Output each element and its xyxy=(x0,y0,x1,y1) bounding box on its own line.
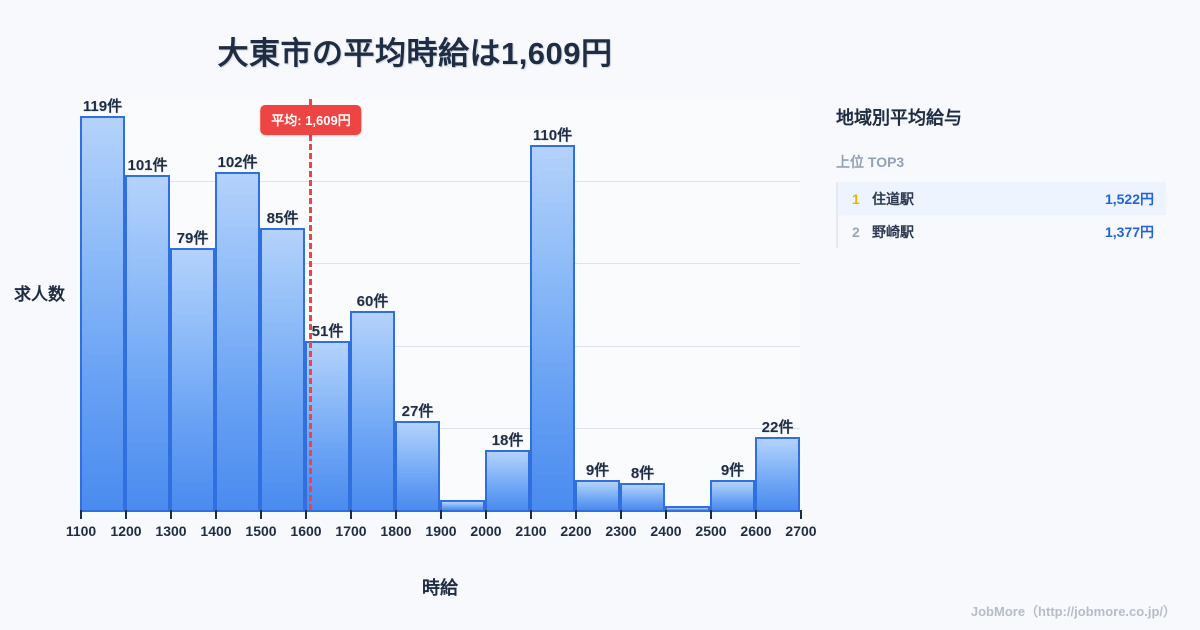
x-axis-tick xyxy=(575,510,577,519)
x-axis-tick-label: 2600 xyxy=(740,523,772,539)
x-axis-tick xyxy=(800,510,802,519)
y-axis-title: 求人数 xyxy=(14,285,65,304)
histogram-bar[interactable] xyxy=(665,506,710,510)
x-axis-tick-label: 2100 xyxy=(515,523,547,539)
rank-wage-value: 1,522円 xyxy=(1104,190,1154,207)
x-axis-tick-label: 1400 xyxy=(200,523,232,539)
bar-value-label: 102件 xyxy=(217,154,258,171)
x-axis-tick xyxy=(125,510,127,519)
histogram-bar[interactable] xyxy=(440,500,485,510)
x-axis-tick xyxy=(80,510,82,519)
histogram-bar[interactable] xyxy=(260,228,305,510)
histogram-bar[interactable] xyxy=(755,437,800,510)
footer-watermark: JobMore（http://jobmore.co.jp/） xyxy=(970,604,1176,619)
bar-value-label: 27件 xyxy=(401,403,434,420)
histogram-bar[interactable] xyxy=(395,421,440,510)
x-axis-tick xyxy=(170,510,172,519)
histogram-bar[interactable] xyxy=(305,341,350,510)
bar-value-label: 60件 xyxy=(356,293,389,310)
bar-value-label: 85件 xyxy=(266,210,299,227)
histogram-bar[interactable] xyxy=(620,483,665,510)
rank-area-name: 野崎駅 xyxy=(872,223,914,240)
bar-value-label: 79件 xyxy=(176,230,209,247)
histogram-bar[interactable] xyxy=(215,172,260,510)
histogram-bar[interactable] xyxy=(170,248,215,510)
bar-value-label: 119件 xyxy=(82,98,123,115)
x-axis-tick-label: 2700 xyxy=(785,523,817,539)
gridline xyxy=(80,428,800,429)
histogram-bar[interactable] xyxy=(125,175,170,510)
sidebar-subtitle: 上位 TOP3 xyxy=(836,154,905,170)
x-axis-tick xyxy=(755,510,757,519)
bar-value-label: 9件 xyxy=(585,462,610,479)
x-axis-tick-label: 1800 xyxy=(380,523,412,539)
x-axis-tick-label: 2300 xyxy=(605,523,637,539)
x-axis-tick-label: 1900 xyxy=(425,523,457,539)
bar-value-label: 110件 xyxy=(532,127,573,144)
x-axis-tick-label: 2400 xyxy=(650,523,682,539)
x-axis-tick xyxy=(260,510,262,519)
bars-container: 119件 101件 79件 102件 85件 51件 60件 27件 18件 110件 9件 8件 9件… xyxy=(80,98,800,510)
gridline xyxy=(80,346,800,347)
histogram-bar[interactable] xyxy=(575,480,620,510)
x-axis-tick-label: 2500 xyxy=(695,523,727,539)
rank-area-name: 住道駅 xyxy=(872,190,914,207)
rank-list: 1 住道駅 1,522円 2 野崎駅 1,377円 xyxy=(836,182,1166,248)
x-axis-tick-label: 2200 xyxy=(560,523,592,539)
x-axis-tick xyxy=(485,510,487,519)
bar-value-label: 8件 xyxy=(630,465,655,482)
rank-number: 1 xyxy=(852,190,860,207)
x-axis-tick-label: 1300 xyxy=(155,523,187,539)
x-axis-tick xyxy=(305,510,307,519)
histogram-bar[interactable] xyxy=(710,480,755,510)
sidebar-title: 地域別平均給与 xyxy=(836,108,962,128)
bar-value-label: 18件 xyxy=(491,432,524,449)
x-axis-tick xyxy=(215,510,217,519)
x-axis-tick-label: 2000 xyxy=(470,523,502,539)
x-axis-tick-label: 1100 xyxy=(65,523,97,539)
page-title: 大東市の平均時給は1,609円 xyxy=(217,36,613,71)
bar-value-label: 51件 xyxy=(311,323,344,340)
average-line xyxy=(309,99,312,510)
x-axis-tick xyxy=(530,510,532,519)
histogram-bar[interactable] xyxy=(350,311,395,510)
x-axis-tick xyxy=(710,510,712,519)
gridline xyxy=(80,181,800,182)
x-axis-tick-label: 1500 xyxy=(245,523,277,539)
sidebar: 地域別平均給与 上位 TOP3 1 住道駅 1,522円 2 野崎駅 1,377円 xyxy=(836,104,1166,248)
rank-number: 2 xyxy=(852,223,860,240)
x-axis-title: 時給 xyxy=(422,578,458,598)
bar-value-label: 101件 xyxy=(127,157,168,174)
x-axis-tick-label: 1700 xyxy=(335,523,367,539)
x-axis-tick xyxy=(395,510,397,519)
histogram-bar[interactable] xyxy=(485,450,530,510)
rank-wage-value: 1,377円 xyxy=(1104,223,1154,240)
histogram-bar[interactable] xyxy=(80,116,125,510)
x-axis-tick xyxy=(350,510,352,519)
histogram-bar[interactable] xyxy=(530,145,575,510)
rank-row[interactable]: 1 住道駅 1,522円 xyxy=(838,182,1166,215)
bar-value-label: 22件 xyxy=(761,419,794,436)
x-axis-tick-label: 1200 xyxy=(110,523,142,539)
x-axis-tick xyxy=(665,510,667,519)
rank-row[interactable]: 2 野崎駅 1,377円 xyxy=(838,215,1166,248)
x-axis-tick-label: 1600 xyxy=(290,523,322,539)
x-axis-tick xyxy=(440,510,442,519)
average-badge: 平均: 1,609円 xyxy=(260,105,362,135)
bar-value-label: 9件 xyxy=(720,462,745,479)
x-axis-tick xyxy=(620,510,622,519)
gridline xyxy=(80,263,800,264)
